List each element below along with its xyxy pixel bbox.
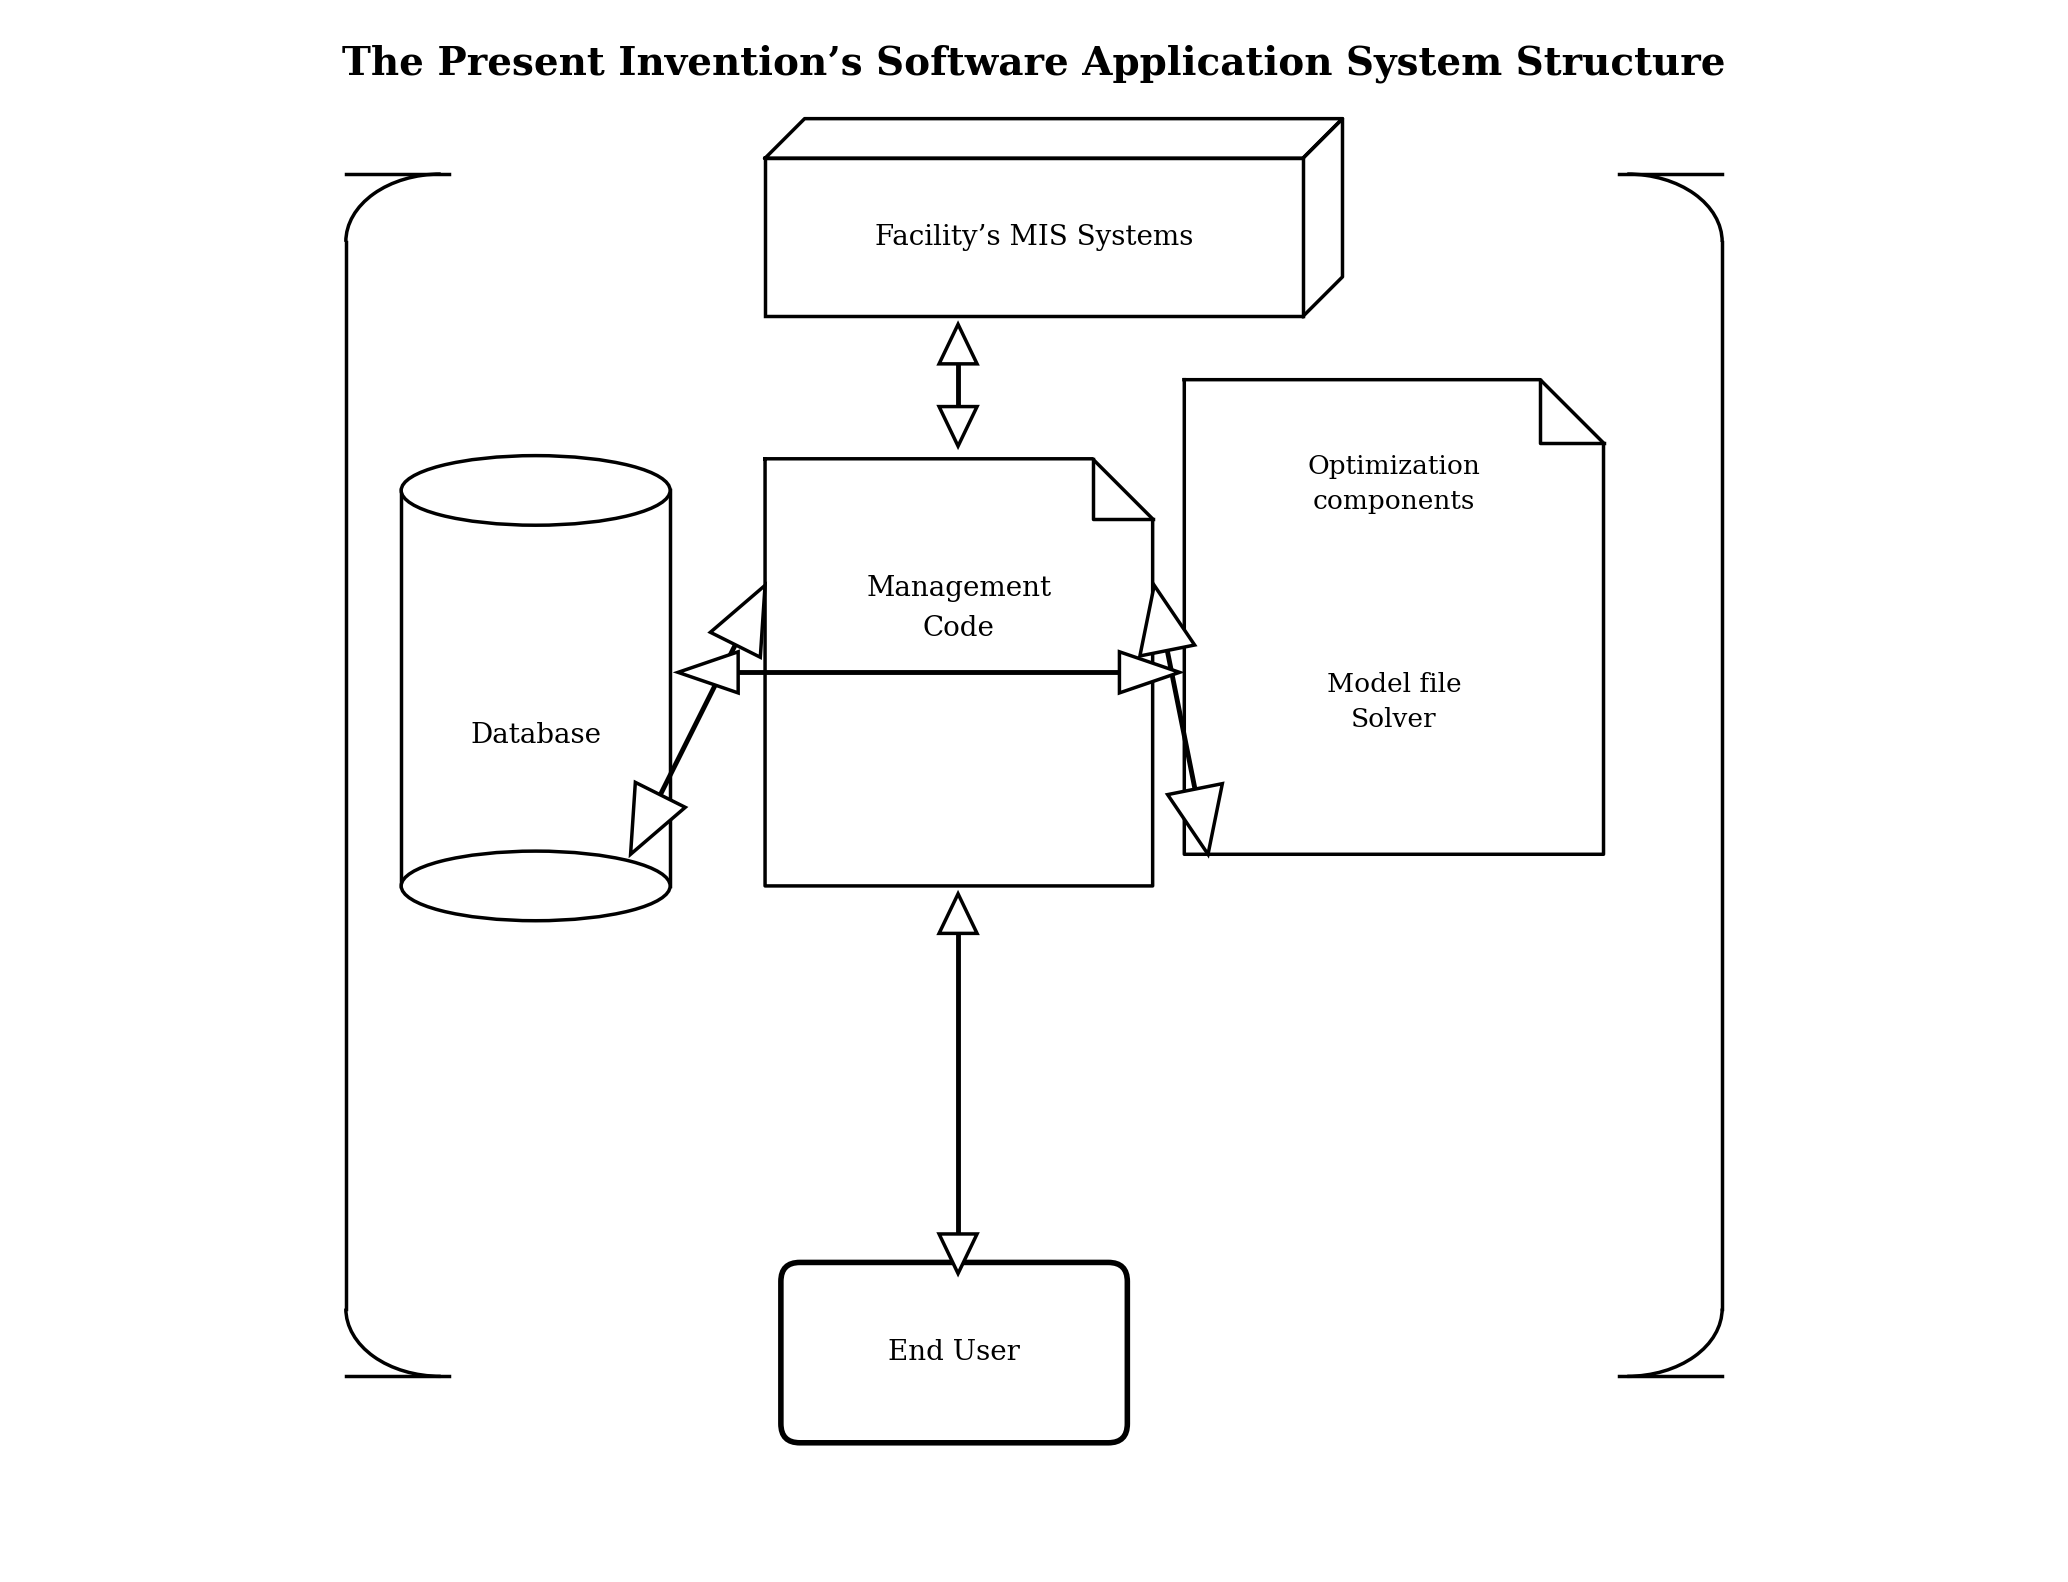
- Text: Model file
Solver: Model file Solver: [1326, 672, 1462, 732]
- Ellipse shape: [401, 851, 670, 921]
- Text: Database: Database: [469, 721, 602, 750]
- Polygon shape: [939, 407, 976, 446]
- Polygon shape: [765, 459, 1152, 886]
- Polygon shape: [1185, 380, 1603, 854]
- Polygon shape: [939, 324, 976, 364]
- Polygon shape: [1119, 652, 1179, 693]
- Polygon shape: [678, 652, 738, 693]
- Ellipse shape: [401, 456, 670, 525]
- Polygon shape: [631, 783, 685, 854]
- Polygon shape: [711, 585, 765, 657]
- Polygon shape: [1303, 119, 1342, 316]
- Text: Facility’s MIS Systems: Facility’s MIS Systems: [875, 223, 1193, 252]
- FancyBboxPatch shape: [401, 490, 670, 886]
- Polygon shape: [939, 1234, 976, 1274]
- FancyBboxPatch shape: [765, 158, 1303, 316]
- Polygon shape: [1139, 585, 1195, 657]
- Text: Optimization
components: Optimization components: [1307, 454, 1481, 514]
- FancyBboxPatch shape: [782, 1262, 1127, 1443]
- Text: Management
Code: Management Code: [866, 574, 1051, 642]
- Text: The Present Invention’s Software Application System Structure: The Present Invention’s Software Applica…: [341, 44, 1727, 82]
- Polygon shape: [765, 119, 1342, 158]
- Polygon shape: [939, 894, 976, 933]
- Text: End User: End User: [887, 1338, 1020, 1367]
- Polygon shape: [1168, 783, 1222, 854]
